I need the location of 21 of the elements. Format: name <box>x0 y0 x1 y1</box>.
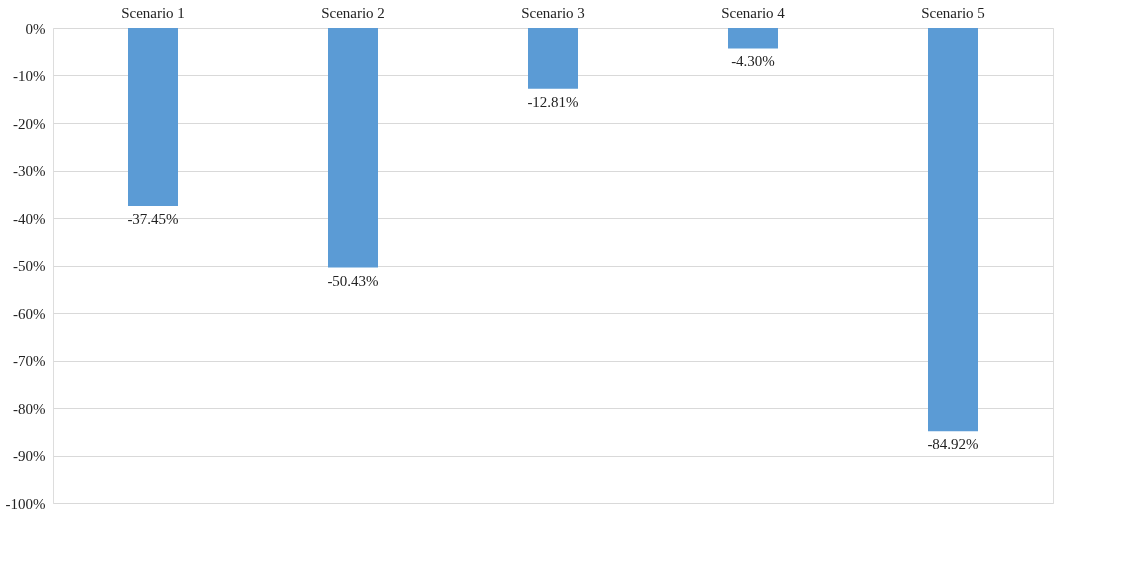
data-label: -37.45% <box>127 210 179 227</box>
y-tick-label: 0% <box>25 20 46 37</box>
y-tick-label: -50% <box>13 258 46 274</box>
x-tick-label: Scenario 1 <box>121 4 185 21</box>
y-tick-label: -90% <box>13 448 46 464</box>
y-tick-label: -30% <box>13 163 46 179</box>
data-label: -12.81% <box>527 93 579 110</box>
y-tick-label: -10% <box>13 68 46 84</box>
x-tick-label: Scenario 2 <box>321 4 385 21</box>
y-tick-label: -60% <box>13 305 46 322</box>
x-tick-label: Scenario 5 <box>921 4 985 21</box>
data-label: -4.30% <box>731 53 775 70</box>
y-tick-label: -70% <box>13 353 46 369</box>
y-tick-label: -40% <box>13 210 46 227</box>
data-label: -84.92% <box>927 436 979 453</box>
y-tick-label: -100% <box>5 495 46 512</box>
y-tick-label: -20% <box>13 115 46 132</box>
x-tick-label: Scenario 3 <box>521 4 585 21</box>
y-tick-label: -80% <box>13 400 46 417</box>
x-tick-label: Scenario 4 <box>721 4 786 21</box>
data-label: -50.43% <box>327 272 379 289</box>
